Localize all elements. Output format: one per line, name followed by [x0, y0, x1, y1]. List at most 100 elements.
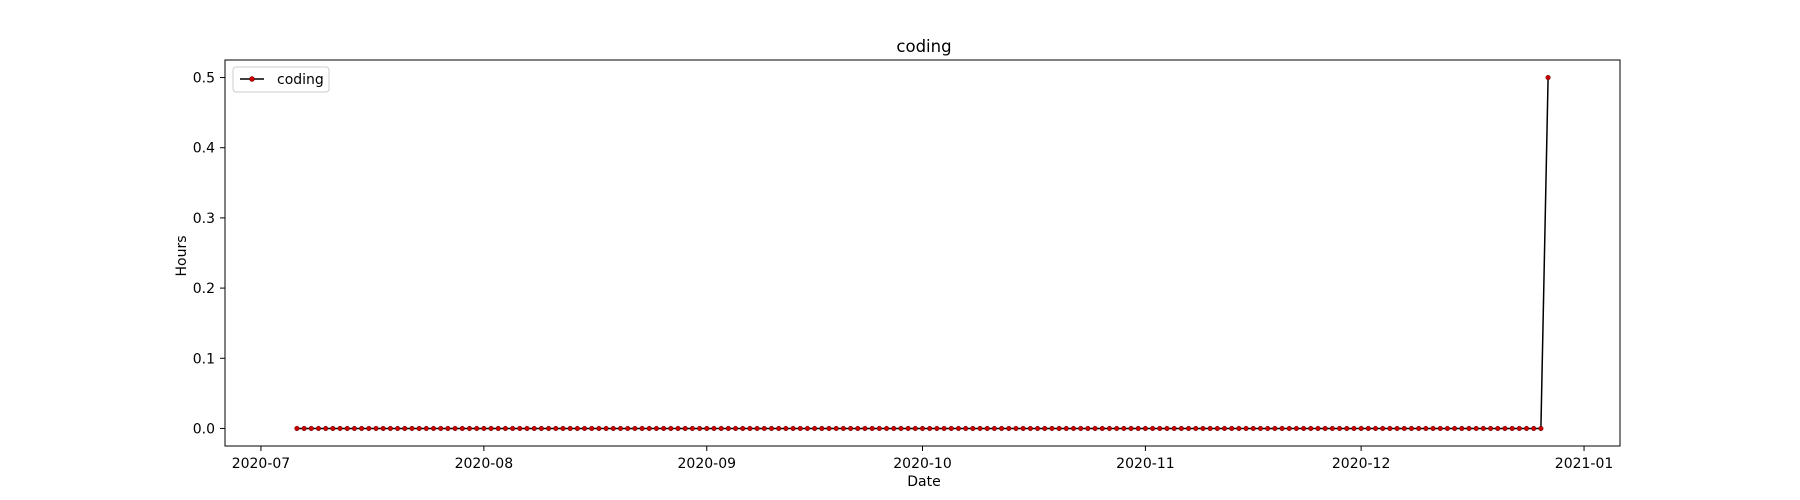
data-point — [1092, 425, 1098, 432]
legend: coding — [232, 66, 330, 93]
data-point — [459, 425, 465, 432]
data-point — [941, 425, 947, 432]
data-point — [474, 425, 480, 432]
data-point — [416, 425, 422, 432]
data-point — [1423, 425, 1429, 432]
data-point — [833, 425, 839, 432]
data-point — [884, 425, 890, 432]
data-point — [617, 425, 624, 432]
data-point — [294, 425, 300, 432]
data-point — [452, 425, 458, 432]
data-point — [919, 425, 926, 432]
data-point — [1358, 425, 1364, 432]
data-point — [704, 425, 710, 432]
data-point — [1523, 425, 1530, 432]
x-tick-label: 2020-07 — [232, 456, 291, 472]
data-point — [1063, 425, 1069, 432]
data-point — [1207, 425, 1213, 432]
data-point — [438, 425, 444, 432]
data-point — [538, 425, 544, 432]
data-point — [1272, 425, 1278, 432]
data-point — [1142, 425, 1148, 432]
data-point — [1401, 425, 1407, 432]
data-point — [1221, 425, 1228, 432]
y-axis-label: Hours — [174, 235, 190, 276]
data-point — [955, 425, 962, 432]
data-point — [747, 425, 753, 432]
y-tick-label: 0.3 — [193, 211, 215, 227]
data-point — [991, 425, 997, 432]
data-point — [1516, 425, 1522, 432]
y-tick-label: 0.2 — [193, 281, 215, 297]
data-point — [668, 425, 674, 432]
data-point — [603, 425, 609, 432]
data-point — [301, 425, 307, 432]
data-point — [711, 425, 717, 432]
data-point — [553, 425, 559, 432]
data-point — [1027, 425, 1033, 432]
data-point — [1444, 425, 1450, 432]
data-point — [1106, 425, 1113, 432]
data-point — [1200, 425, 1206, 432]
data-point — [1351, 425, 1357, 432]
data-point — [682, 425, 688, 432]
data-point — [1322, 425, 1328, 432]
data-point — [481, 425, 487, 432]
data-point — [1301, 425, 1307, 432]
x-tick-label: 2021-01 — [1555, 456, 1614, 472]
y-axis: 0.0 0.1 0.2 0.3 0.4 0.5 — [193, 71, 225, 437]
y-tick-label: 0.0 — [193, 421, 215, 437]
data-point — [1495, 425, 1501, 432]
data-point — [323, 425, 329, 432]
data-point — [862, 425, 868, 432]
data-point — [905, 425, 911, 432]
data-point — [927, 425, 933, 432]
data-point — [1286, 425, 1292, 432]
data-point — [423, 425, 429, 432]
data-point — [596, 425, 602, 432]
data-point — [697, 425, 703, 432]
data-point — [524, 425, 530, 432]
data-point — [1178, 425, 1184, 432]
data-point — [1538, 425, 1544, 432]
data-point — [1265, 425, 1271, 432]
x-tick-label: 2020-10 — [893, 456, 952, 472]
data-point — [1293, 425, 1299, 432]
data-point — [1329, 425, 1335, 432]
x-tick-label: 2020-11 — [1116, 456, 1175, 472]
data-point — [718, 425, 724, 432]
y-tick-label: 0.5 — [193, 71, 215, 87]
data-point — [1099, 425, 1105, 432]
data-point — [488, 425, 494, 432]
data-point — [1387, 425, 1393, 432]
data-point — [359, 425, 365, 432]
data-point — [1365, 425, 1371, 432]
x-tick-label: 2020-08 — [455, 456, 514, 472]
x-tick-label: 2020-09 — [678, 456, 737, 472]
data-point — [380, 425, 386, 432]
data-point — [1135, 425, 1141, 432]
data-point — [1257, 425, 1264, 432]
data-point — [366, 425, 372, 432]
data-point — [912, 425, 918, 432]
data-point — [409, 425, 415, 432]
data-point — [1171, 425, 1177, 432]
data-point — [1056, 425, 1062, 432]
data-point — [466, 425, 473, 432]
data-point — [1394, 425, 1400, 432]
data-point — [898, 425, 904, 432]
data-point — [977, 425, 983, 432]
data-point — [1214, 425, 1220, 432]
data-point — [1157, 425, 1163, 432]
data-point — [1243, 425, 1249, 432]
data-point — [689, 425, 695, 432]
data-point — [1186, 425, 1192, 432]
data-point — [768, 425, 775, 432]
data-point — [732, 425, 739, 432]
data-point — [1049, 425, 1055, 432]
data-point — [1337, 425, 1343, 432]
data-point — [984, 425, 990, 432]
legend-frame — [232, 66, 330, 93]
data-point — [625, 425, 631, 432]
x-tick-label: 2020-12 — [1332, 456, 1391, 472]
